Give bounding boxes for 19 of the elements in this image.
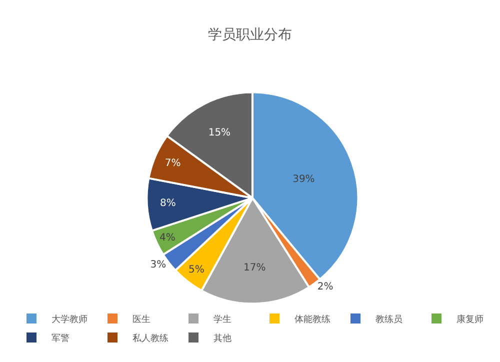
data-label: 15% (208, 128, 231, 139)
data-label: 17% (244, 262, 266, 274)
data-label: 7% (164, 158, 181, 170)
legend-label: 教练员 (376, 314, 402, 326)
legend-label: 其他 (214, 333, 232, 344)
legend-label: 私人教练 (132, 333, 168, 344)
data-label: 8% (160, 198, 176, 209)
data-label: 4% (160, 232, 176, 244)
legend-label: 医生 (132, 314, 150, 326)
legend-label: 军警 (52, 333, 70, 344)
legend-label: 康复师 (456, 314, 484, 326)
chart-title: 学员职业分布 (208, 26, 292, 43)
legend-label: 体能教练 (294, 314, 330, 326)
legend-label: 学生 (214, 314, 232, 326)
data-label: 39% (292, 174, 315, 186)
data-label: 5% (188, 264, 204, 276)
data-label: 3% (150, 259, 166, 270)
data-label: 2% (317, 282, 334, 293)
legend-label: 大学教师 (52, 314, 88, 326)
